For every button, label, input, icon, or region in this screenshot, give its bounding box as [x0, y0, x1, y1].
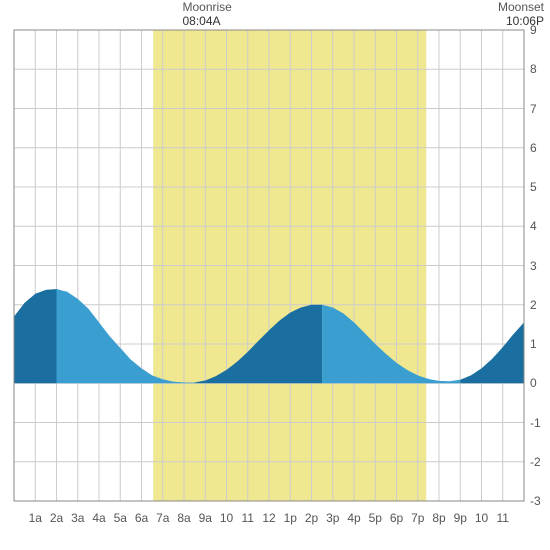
x-tick-label: 2p [305, 511, 318, 525]
y-tick-label: 8 [530, 62, 550, 76]
x-tick-label: 1p [284, 511, 297, 525]
y-tick-label: -3 [530, 494, 550, 508]
x-tick-label: 4p [347, 511, 360, 525]
x-tick-label: 3p [326, 511, 339, 525]
y-tick-label: 2 [530, 298, 550, 312]
x-tick-label: 4a [92, 511, 105, 525]
y-tick-label: 4 [530, 219, 550, 233]
x-tick-label: 7p [411, 511, 424, 525]
x-tick-label: 10 [220, 511, 233, 525]
x-tick-label: 6p [390, 511, 403, 525]
y-tick-label: 5 [530, 180, 550, 194]
x-tick-label: 5p [369, 511, 382, 525]
y-tick-label: 6 [530, 141, 550, 155]
moonrise-time: 08:04A [182, 14, 231, 28]
x-tick-label: 9a [199, 511, 212, 525]
x-tick-label: 7a [156, 511, 169, 525]
y-tick-label: -1 [530, 416, 550, 430]
x-tick-label: 3a [71, 511, 84, 525]
moonrise-header: Moonrise 08:04A [182, 0, 231, 29]
moonrise-label: Moonrise [182, 0, 231, 14]
y-tick-label: 3 [530, 259, 550, 273]
tide-chart: Moonrise 08:04A Moonset 10:06P -3-2-1012… [0, 0, 550, 550]
x-tick-label: 6a [135, 511, 148, 525]
y-tick-label: 0 [530, 376, 550, 390]
x-tick-label: 11 [242, 511, 254, 525]
x-tick-label: 11 [497, 511, 509, 525]
x-tick-label: 8p [432, 511, 445, 525]
y-tick-label: 1 [530, 337, 550, 351]
x-tick-label: 5a [114, 511, 127, 525]
x-tick-label: 1a [29, 511, 42, 525]
x-tick-label: 9p [454, 511, 467, 525]
x-tick-label: 12 [262, 511, 275, 525]
chart-svg [0, 0, 550, 550]
x-tick-label: 2a [50, 511, 63, 525]
x-tick-label: 8a [177, 511, 190, 525]
y-tick-label: 7 [530, 102, 550, 116]
y-tick-label: -2 [530, 455, 550, 469]
y-tick-label: 9 [530, 23, 550, 37]
x-tick-label: 10 [475, 511, 488, 525]
moonset-label: Moonset [498, 0, 544, 14]
